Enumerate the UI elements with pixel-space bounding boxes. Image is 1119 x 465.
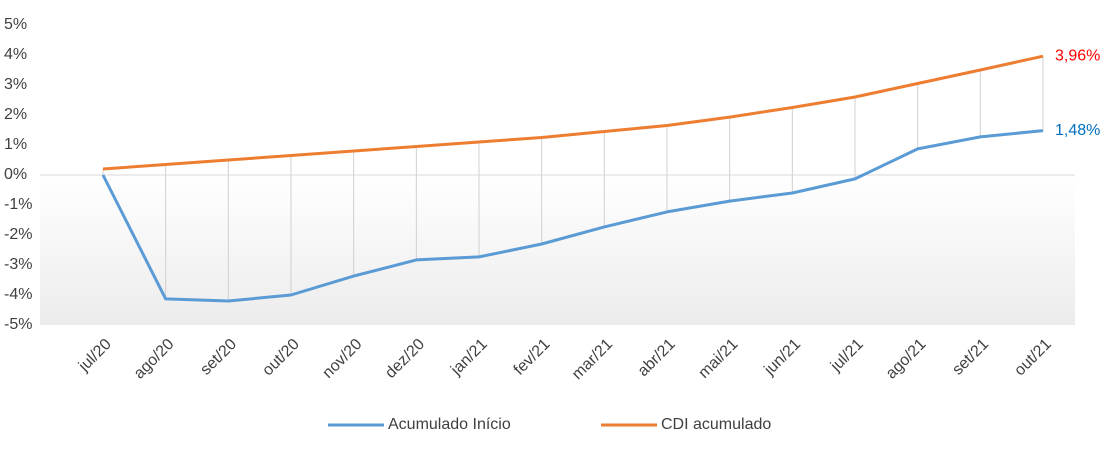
x-tick-label: abr/21 — [635, 336, 679, 380]
x-tick-label: nov/20 — [319, 336, 365, 382]
x-tick-label: mai/21 — [695, 336, 741, 382]
y-tick-label: -4% — [4, 286, 32, 303]
y-tick-label: 2% — [4, 106, 27, 123]
x-tick-label: set/21 — [949, 336, 992, 379]
x-tick-label: jul/21 — [827, 336, 867, 376]
x-tick-label: mar/21 — [569, 336, 616, 383]
y-tick-label: -5% — [4, 316, 32, 333]
legend-label: Acumulado Início — [388, 416, 511, 433]
y-tick-label: 5% — [4, 16, 27, 33]
y-tick-label: -2% — [4, 226, 32, 243]
x-tick-label: jan/21 — [447, 336, 491, 380]
y-tick-label: 0% — [4, 166, 27, 183]
x-tick-label: jul/20 — [75, 336, 115, 376]
x-tick-label: ago/21 — [883, 336, 930, 383]
x-tick-label: jun/21 — [761, 336, 805, 380]
y-tick-label: -3% — [4, 256, 32, 273]
y-tick-label: 3% — [4, 76, 27, 93]
y-tick-label: -1% — [4, 196, 32, 213]
x-tick-label: out/20 — [259, 336, 303, 380]
x-tick-label: out/21 — [1011, 336, 1055, 380]
x-tick-label: fev/21 — [511, 336, 554, 379]
x-tick-label: ago/20 — [131, 336, 178, 383]
series-line — [101, 129, 1044, 303]
x-tick-label: set/20 — [197, 336, 240, 379]
data-label: 1,48% — [1055, 122, 1100, 139]
series-line — [102, 54, 1044, 171]
x-tick-label: dez/20 — [382, 336, 428, 382]
y-tick-label: 1% — [4, 136, 27, 153]
data-label: 3,96% — [1055, 47, 1100, 64]
legend-label: CDI acumulado — [661, 416, 771, 433]
y-tick-label: 4% — [4, 46, 27, 63]
